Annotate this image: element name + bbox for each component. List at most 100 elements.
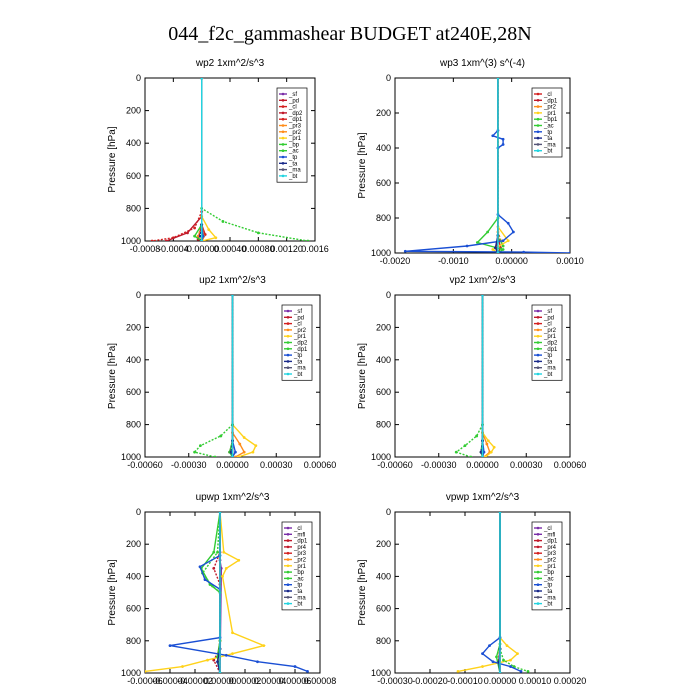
x-tick-label: 0.00060: [304, 460, 337, 470]
y-axis-label: Pressure [hPa]: [107, 126, 118, 192]
legend-label: _tp: [293, 353, 303, 359]
series-point: [256, 660, 259, 664]
legend-label: _pr3: [293, 551, 307, 557]
series-point: [501, 137, 505, 141]
series-point: [493, 246, 497, 250]
figure-title: 044_f2c_gammashear BUDGET at240E,28N: [168, 23, 531, 45]
series-point: [168, 644, 172, 648]
legend-label: _pr2: [543, 105, 557, 111]
series-point: [502, 658, 505, 662]
series-point: [216, 660, 219, 664]
legend-label: _tp: [543, 353, 553, 359]
legend-label: _pr2: [543, 328, 557, 334]
series-line-pr2: [231, 295, 246, 457]
legend-label: _pd: [288, 98, 299, 104]
legend-label: _dp2: [288, 111, 303, 117]
legend-marker: [536, 130, 540, 134]
series-line-ta: [480, 295, 484, 457]
x-tick-label: 0.00000: [466, 460, 499, 470]
legend-label: _ta: [543, 359, 553, 365]
legend-marker: [286, 602, 290, 605]
y-tick-label: 1000: [371, 668, 391, 678]
legend-marker: [536, 328, 540, 332]
legend-marker: [281, 168, 285, 171]
series-point: [221, 220, 225, 223]
x-tick-label: 0.00000: [484, 676, 517, 686]
legend-marker: [281, 105, 285, 108]
legend-label: _cl: [293, 526, 302, 532]
x-tick-label: 0.00006: [279, 676, 312, 686]
x-tick-label: 0.00030: [510, 460, 543, 470]
series-line-bp: [200, 512, 221, 673]
series-point: [193, 450, 196, 454]
plot-frame: [394, 77, 571, 254]
legend-label: _dp2: [293, 341, 308, 347]
series-point: [463, 444, 467, 448]
series-point: [196, 234, 200, 238]
x-tick-label: 0.00120: [270, 244, 303, 254]
x-tick-label: 0.00000: [204, 676, 237, 686]
series-point: [505, 644, 509, 648]
y-tick-label: 800: [376, 420, 391, 430]
legend: _cl_mfl_dp1_pr4_pr3_pr2_pr1_bp_ac_tp_ta_…: [531, 521, 563, 611]
x-tick-label: -0.00000: [184, 244, 220, 254]
legend-marker: [286, 533, 290, 536]
legend-label: _cl: [293, 322, 302, 328]
legend-label: _cl: [543, 92, 552, 98]
series-point: [262, 644, 266, 648]
series-point: [212, 658, 216, 662]
x-tick-label: -0.0020: [380, 256, 411, 266]
legend-marker: [286, 360, 290, 363]
series-point: [506, 239, 510, 243]
legend-label: _ma: [293, 366, 306, 372]
panel-title: wp3 1xm^(3) s^(-4): [439, 58, 525, 69]
legend-marker: [536, 570, 540, 574]
legend-label: _dp1: [543, 539, 558, 545]
legend-label: _pr4: [293, 545, 307, 551]
legend-label: _ta: [543, 136, 553, 142]
y-tick-label: 600: [376, 387, 391, 397]
legend-marker: [536, 149, 540, 152]
series-point: [231, 652, 234, 656]
y-axis-label: Pressure [hPa]: [357, 132, 368, 198]
legend-marker: [536, 105, 540, 108]
legend-label: _bt: [293, 372, 303, 378]
y-tick-label: 0: [386, 507, 391, 517]
series-point: [212, 566, 216, 570]
legend-marker: [286, 564, 290, 568]
legend-label: _pr1: [288, 136, 302, 142]
legend-marker: [536, 136, 540, 140]
series-point: [221, 575, 224, 578]
x-tick-label: 0.00080: [242, 244, 275, 254]
y-tick-label: 400: [376, 355, 391, 365]
series-point: [479, 450, 483, 454]
legend-marker: [286, 372, 290, 376]
series-point: [222, 550, 226, 554]
x-tick-label: -0.0010: [438, 256, 469, 266]
legend-label: _dp1: [288, 117, 303, 123]
series-point: [218, 671, 222, 673]
legend-marker: [286, 328, 290, 332]
x-tick-label: -0.00010: [447, 676, 483, 686]
series-point: [501, 248, 505, 251]
x-tick-label: 0.00002: [229, 676, 262, 686]
legend-label: _sf: [543, 309, 552, 315]
legend-marker: [281, 136, 285, 140]
series-point: [242, 450, 246, 454]
x-tick-label: -0.0004: [158, 244, 189, 254]
legend-label: _bt: [288, 174, 298, 180]
x-tick-label: -0.00002: [177, 676, 213, 686]
series-point: [237, 558, 241, 562]
series-point: [203, 578, 207, 582]
series-line-cl: [151, 78, 203, 241]
legend-marker: [536, 124, 540, 127]
legend-label: _ma: [293, 595, 306, 601]
series-point: [231, 295, 234, 297]
legend-label: _ac: [543, 576, 554, 582]
legend-marker: [286, 589, 290, 593]
series-point: [254, 444, 258, 448]
series-point: [481, 295, 484, 297]
series-point: [199, 444, 202, 448]
series-point: [206, 658, 209, 662]
